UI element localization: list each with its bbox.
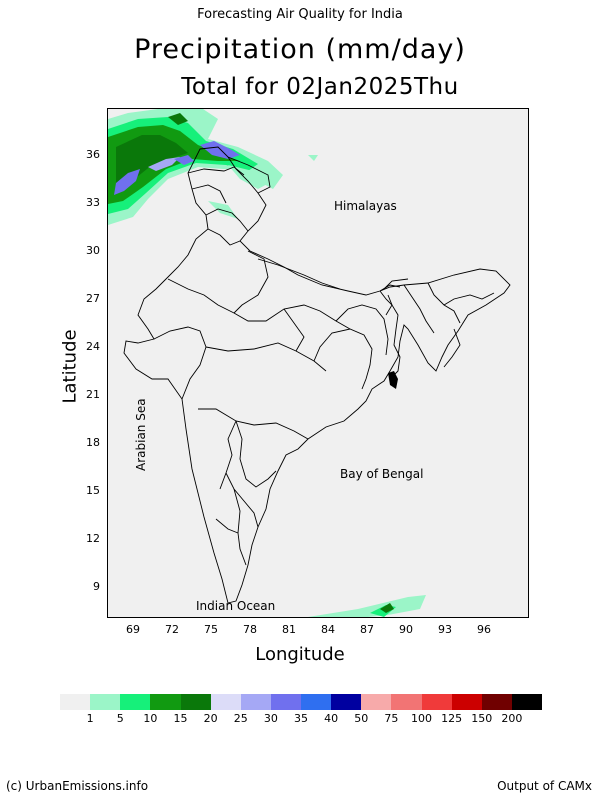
legend-swatch xyxy=(451,694,482,710)
label-himalayas: Himalayas xyxy=(334,199,397,213)
y-tick: 18 xyxy=(86,436,100,449)
legend-swatch xyxy=(60,694,91,710)
x-tick: 72 xyxy=(165,623,179,636)
legend-swatch xyxy=(421,694,452,710)
legend-label: 200 xyxy=(501,712,523,725)
legend-label: 1 xyxy=(86,712,94,725)
x-tick: 84 xyxy=(321,623,335,636)
legend-label: 15 xyxy=(173,712,188,725)
boundaries xyxy=(123,146,511,604)
legend-swatch xyxy=(511,694,542,710)
legend-swatch xyxy=(481,694,512,710)
precip-south xyxy=(308,595,426,617)
legend-swatch xyxy=(270,694,301,710)
legend-label: 125 xyxy=(441,712,463,725)
legend-swatch xyxy=(180,694,211,710)
legend-label: 5 xyxy=(116,712,124,725)
legend-label: 40 xyxy=(324,712,339,725)
y-tick: 27 xyxy=(86,292,100,305)
y-tick: 30 xyxy=(86,244,100,257)
top-caption: Forecasting Air Quality for India xyxy=(197,7,403,22)
x-tick: 96 xyxy=(477,623,491,636)
legend-label: 100 xyxy=(411,712,432,725)
legend-label: 35 xyxy=(294,712,308,725)
y-tick: 21 xyxy=(86,388,100,401)
label-arabian-sea: Arabian Sea xyxy=(134,398,148,471)
legend-label: 50 xyxy=(354,712,369,725)
footer-output: Output of CAMx xyxy=(497,779,592,793)
legend-swatch xyxy=(240,694,271,710)
legend-label: 25 xyxy=(233,712,248,725)
y-tick: 9 xyxy=(93,580,100,593)
x-tick: 93 xyxy=(438,623,452,636)
legend-swatch xyxy=(120,694,151,710)
delta-marker xyxy=(388,371,398,389)
legend-label: 20 xyxy=(203,712,218,725)
legend-swatch xyxy=(361,694,392,710)
y-tick: 24 xyxy=(86,340,100,353)
chart-title: Precipitation (mm/day) xyxy=(134,34,466,65)
x-tick: 87 xyxy=(360,623,374,636)
legend-swatch xyxy=(331,694,362,710)
color-legend xyxy=(60,694,542,710)
x-tick: 81 xyxy=(282,623,296,636)
label-indian-ocean: Indian Ocean xyxy=(196,599,276,613)
legend-label: 150 xyxy=(471,712,493,725)
legend-swatch xyxy=(90,694,121,710)
y-tick: 33 xyxy=(86,196,100,209)
footer-credit: (c) UrbanEmissions.info xyxy=(6,779,149,793)
map-panel: Himalayas Arabian Sea Bay of Bengal Indi… xyxy=(107,108,529,618)
legend-swatch xyxy=(391,694,422,710)
legend-swatch xyxy=(301,694,332,710)
y-tick: 15 xyxy=(86,484,100,497)
map-canvas xyxy=(108,109,511,617)
legend-label: 30 xyxy=(263,712,278,725)
y-tick: 12 xyxy=(86,532,100,545)
legend-label: 10 xyxy=(143,712,158,725)
x-tick: 75 xyxy=(204,623,218,636)
x-tick: 69 xyxy=(126,623,140,636)
label-bay-of-bengal: Bay of Bengal xyxy=(340,467,424,481)
y-axis-label: Latitude xyxy=(59,329,81,404)
x-axis-label: Longitude xyxy=(255,644,345,665)
y-tick: 36 xyxy=(86,148,100,161)
legend-swatch xyxy=(150,694,181,710)
precip-north xyxy=(108,109,318,225)
legend-swatch xyxy=(210,694,241,710)
legend-label: 75 xyxy=(384,712,399,725)
x-tick: 90 xyxy=(399,623,413,636)
x-tick: 78 xyxy=(243,623,257,636)
chart-subtitle: Total for 02Jan2025Thu xyxy=(181,74,459,100)
